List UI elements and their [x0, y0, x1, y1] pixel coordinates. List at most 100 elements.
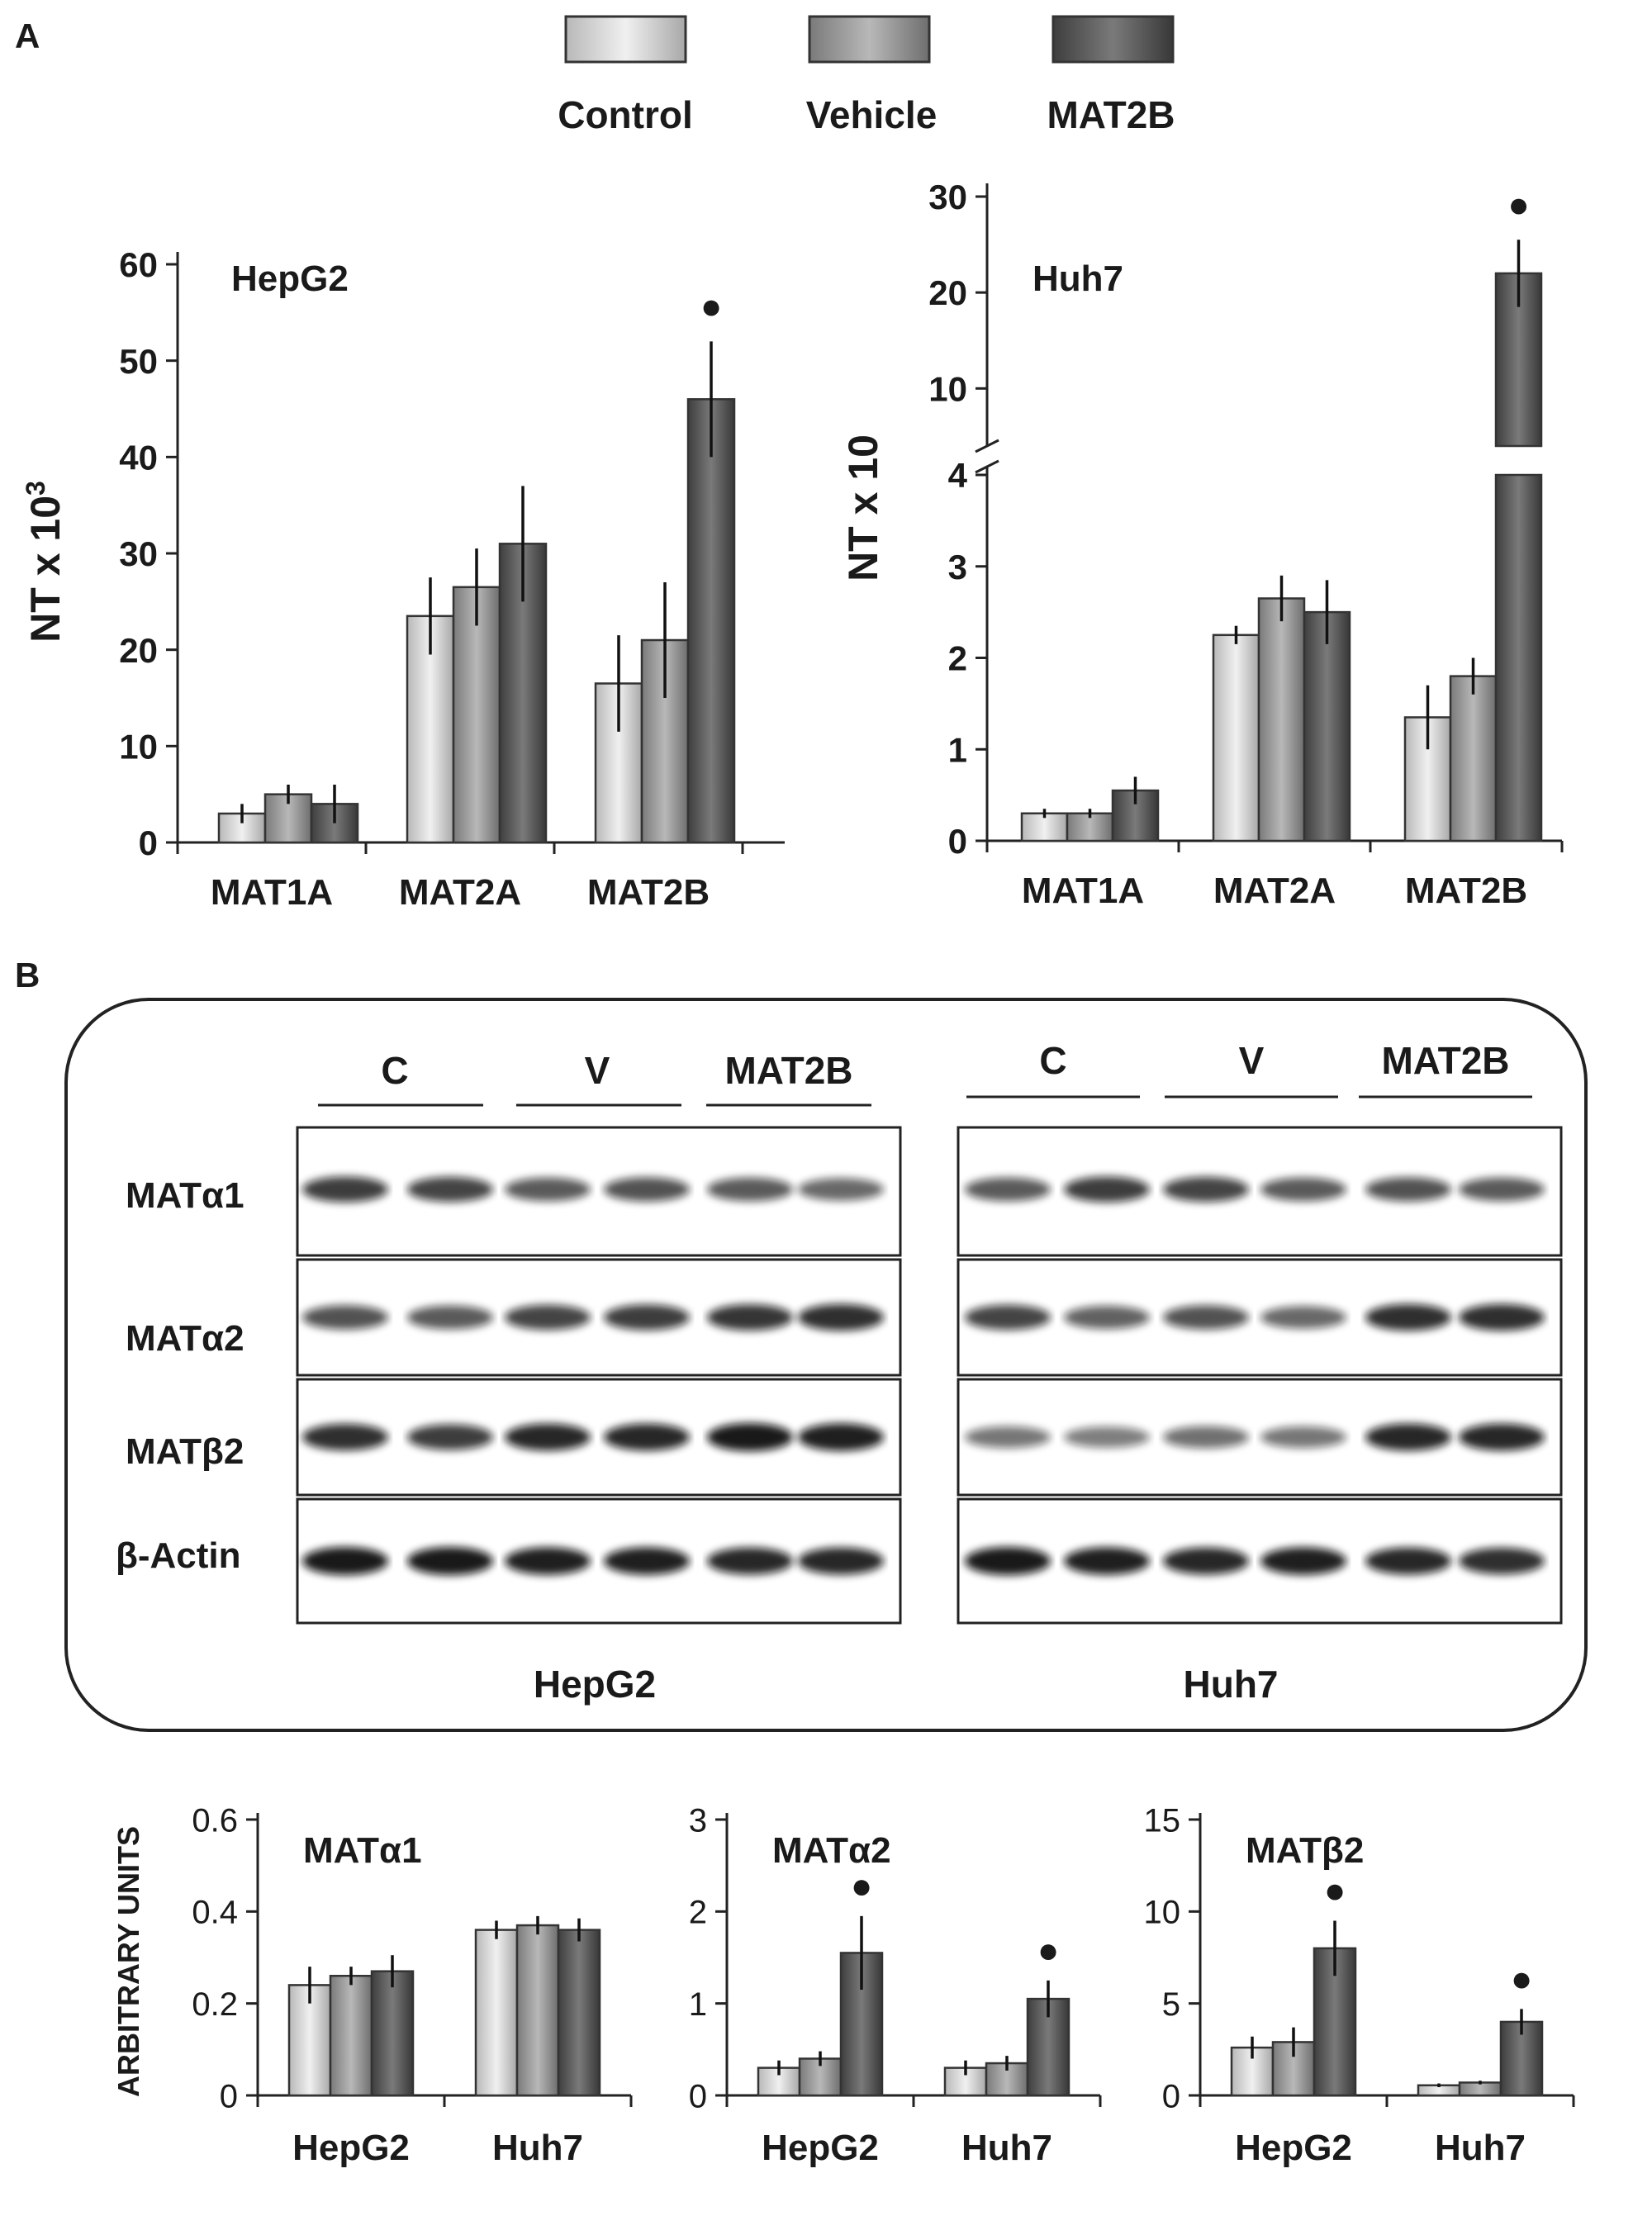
- bar-control-huh7: [474, 1929, 519, 2097]
- blot-band: [407, 1424, 493, 1450]
- blot-band: [604, 1304, 690, 1331]
- y-axis-label: NT x 10: [840, 434, 886, 581]
- y-tick-label: 0: [220, 2078, 238, 2114]
- y-tick-label: 0: [948, 822, 967, 861]
- blot-band: [604, 1547, 690, 1575]
- blot-band: [965, 1426, 1051, 1449]
- bar-mat2b-mat2b: [686, 398, 736, 844]
- blot-band: [505, 1177, 591, 1202]
- y-tick-label: 60: [119, 245, 158, 284]
- blot-band: [302, 1547, 388, 1575]
- legend-label-mat2b: MAT2B: [1047, 93, 1175, 136]
- y-tick-label: 10: [119, 727, 158, 766]
- blot-box: [957, 1497, 1563, 1625]
- western-blot-panel: C V MAT2B C V MAT2B MATα1 MATα2 MATβ2 β-…: [64, 998, 1588, 1732]
- blot-band: [1365, 1547, 1451, 1575]
- blot-band: [1459, 1303, 1545, 1331]
- chart-title: MATα1: [303, 1830, 422, 1871]
- blot-row-label-mat-a1: MATα1: [126, 1175, 244, 1216]
- bar-vehicle-mat2a: [1257, 597, 1306, 842]
- blot-hepg2-group-mat2b: MAT2B: [724, 1049, 852, 1092]
- blot-band: [707, 1547, 793, 1575]
- significance-marker: ●: [1507, 184, 1530, 225]
- significance-marker: ●: [1037, 1930, 1060, 1971]
- blot-band: [505, 1547, 591, 1575]
- bar-vehicle-huh7: [1458, 2081, 1502, 2097]
- legend-label-control: Control: [558, 93, 693, 136]
- blot-huh7-group-mat2b: MAT2B: [1381, 1039, 1509, 1082]
- legend: Control Vehicle MAT2B: [558, 15, 1175, 136]
- blot-band: [798, 1178, 884, 1201]
- blot-band: [407, 1305, 493, 1330]
- bar-vehicle-hepg2: [329, 1975, 373, 2097]
- chart-title: HepG2: [231, 259, 349, 299]
- legend-label-vehicle: Vehicle: [806, 93, 938, 136]
- y-axis-label-superscript: 3: [21, 481, 50, 496]
- y-tick-label: 0: [139, 823, 158, 862]
- blot-box: [296, 1497, 902, 1625]
- bar-mat2b-mat2a: [1303, 610, 1351, 842]
- blot-band: [505, 1304, 591, 1331]
- y-tick-label: 2: [948, 639, 967, 678]
- bar-vehicle-mat2b: [1449, 675, 1498, 842]
- blot-band: [407, 1547, 493, 1575]
- bar-mat2b-hepg2: [370, 1970, 415, 2097]
- bar-mat2b-huh7: [557, 1929, 601, 2097]
- bar-mat2b-hepg2: [839, 1952, 884, 2097]
- x-category-label: HepG2: [762, 2128, 879, 2168]
- blot-band: [1163, 1547, 1249, 1575]
- blot-frame: [64, 998, 1588, 1732]
- chart-mat-a1-protein: 0 0.2 0.4 0.6 HepG2 Huh7 MATα1 ARBITRARY UNITS: [112, 1802, 633, 2168]
- y-tick-label: 0.2: [192, 1986, 238, 2023]
- blot-band: [407, 1176, 493, 1203]
- blot-band: [1064, 1176, 1150, 1203]
- x-category-label: HepG2: [1235, 2128, 1352, 2168]
- significance-marker: ●: [1324, 1870, 1346, 1910]
- y-tick-label: 0: [1162, 2078, 1180, 2114]
- y-tick-label: 1: [689, 1986, 707, 2023]
- y-tick-label: 0.4: [192, 1895, 238, 1931]
- blot-band: [505, 1423, 591, 1451]
- blot-band: [1260, 1177, 1346, 1202]
- blot-huh7-group-c: C: [1039, 1039, 1066, 1082]
- blot-band: [1365, 1423, 1451, 1451]
- x-category-label: HepG2: [292, 2128, 410, 2168]
- blot-band: [798, 1303, 884, 1331]
- blot-band: [707, 1177, 793, 1202]
- y-tick-label: 0.6: [192, 1802, 238, 1839]
- x-category-label: MAT2A: [1213, 871, 1336, 911]
- blot-band: [965, 1304, 1051, 1331]
- blot-row-label-mat-b2: MATβ2: [126, 1431, 244, 1472]
- blot-box: [296, 1258, 902, 1377]
- y-tick-label: 20: [119, 631, 158, 670]
- significance-marker: ●: [1511, 1958, 1533, 1999]
- blot-box: [296, 1126, 902, 1257]
- blot-band: [707, 1304, 793, 1331]
- blot-band: [965, 1177, 1051, 1202]
- blot-band: [1365, 1303, 1451, 1331]
- y-tick-label: 1: [948, 730, 967, 769]
- y-tick-label: 5: [1162, 1986, 1180, 2023]
- legend-swatch-control: [564, 15, 687, 64]
- bar-control-mat2a: [1212, 633, 1260, 842]
- blot-band: [1459, 1423, 1545, 1451]
- significance-marker: ●: [851, 1866, 873, 1906]
- y-tick-label: 40: [119, 438, 158, 477]
- blot-band: [1163, 1426, 1249, 1449]
- x-category-label: MAT2B: [587, 872, 710, 913]
- blot-row-label-mat-a2: MATα2: [126, 1318, 244, 1359]
- blot-band: [302, 1176, 388, 1203]
- blot-band: [1260, 1306, 1346, 1329]
- blot-box: [957, 1126, 1563, 1257]
- blot-band: [1163, 1176, 1249, 1203]
- x-category-label: Huh7: [492, 2128, 583, 2168]
- y-tick-label: 0: [689, 2078, 707, 2114]
- blot-band: [798, 1423, 884, 1451]
- blot-band: [1260, 1547, 1346, 1575]
- blot-band: [965, 1547, 1051, 1575]
- blot-box: [957, 1378, 1563, 1497]
- y-tick-label: 50: [119, 342, 158, 381]
- blot-band: [1064, 1547, 1150, 1575]
- panel-label-b: B: [15, 956, 40, 994]
